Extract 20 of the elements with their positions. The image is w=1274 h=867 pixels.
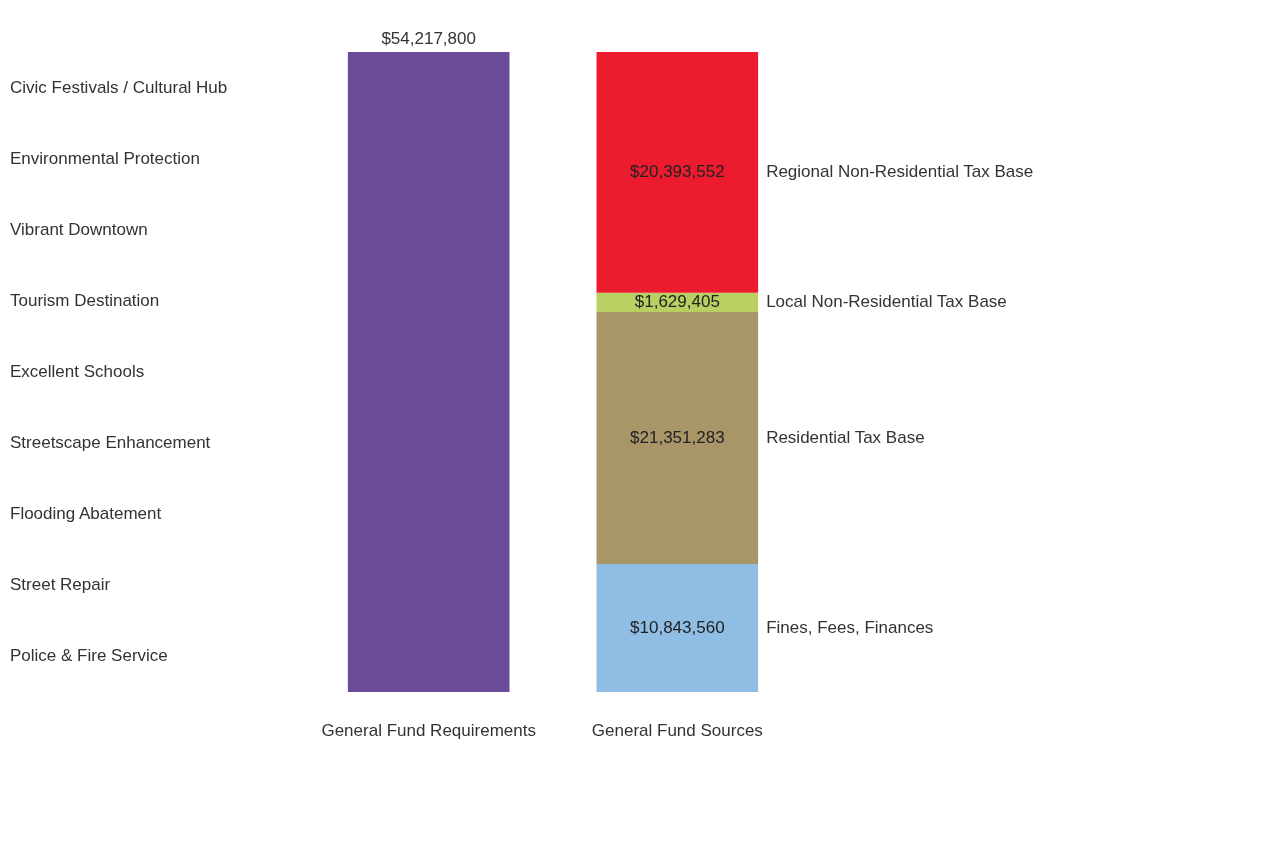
text: Flooding Abatement — [10, 504, 162, 524]
text: Police & Fire Service — [10, 646, 168, 666]
data-label: $20,393,552 — [630, 162, 725, 182]
data-label: $1,629,405 — [634, 292, 720, 312]
text: Tourism Destination — [10, 290, 160, 310]
text: Streetscape Enhancement — [10, 433, 211, 453]
text: Environmental Protection — [10, 148, 200, 168]
data-label: $10,843,560 — [630, 618, 725, 637]
data-label: $54,217,800 — [381, 29, 476, 48]
text: Vibrant Downtown — [10, 219, 148, 239]
text: Excellent Schools — [10, 362, 145, 381]
text: Civic Festivals / Cultural Hub — [10, 77, 228, 97]
series-label: Regional Non-Residential Tax Base — [766, 162, 1034, 182]
series-label: Local Non-Residential Tax Base — [766, 292, 1007, 312]
series-label: Fines, Fees, Finances — [766, 618, 934, 637]
x-tick-label: General Fund Sources — [591, 720, 763, 740]
x-tick-label: General Fund Requirements — [321, 720, 536, 740]
series-label: Residential Tax Base — [766, 427, 925, 447]
text: Street Repair — [10, 575, 111, 595]
data-label: $21,351,283 — [630, 427, 725, 447]
